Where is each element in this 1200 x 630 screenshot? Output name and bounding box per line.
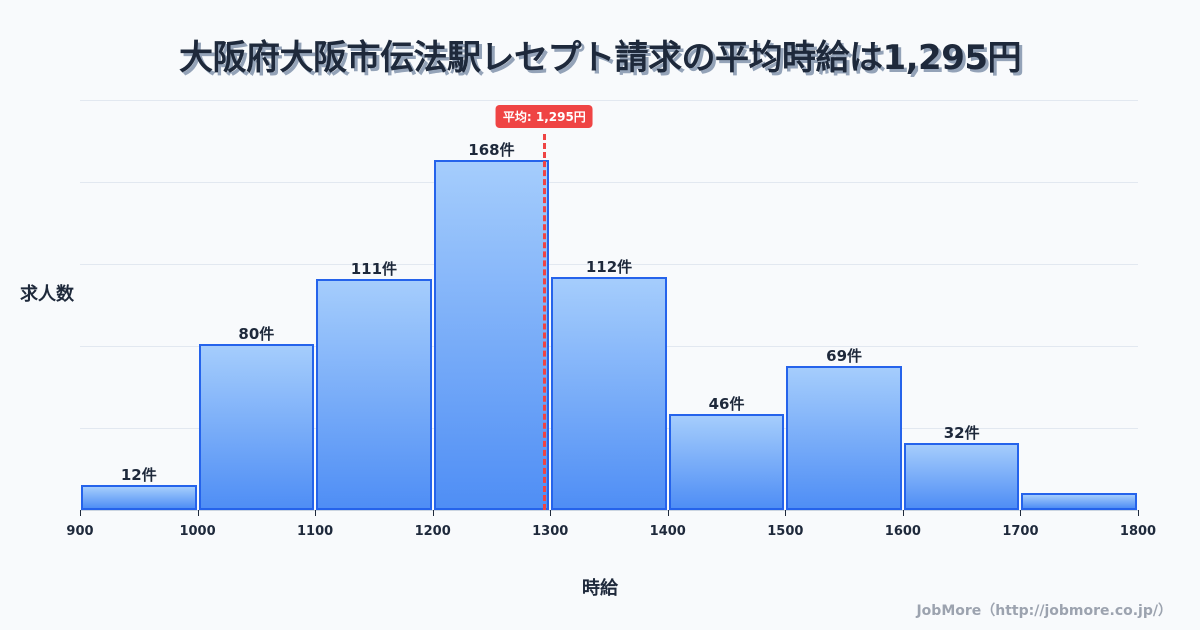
x-tick bbox=[432, 510, 434, 516]
bar-value-label: 80件 bbox=[238, 324, 275, 343]
bar-value-label: 111件 bbox=[350, 259, 398, 278]
histogram-bar bbox=[1021, 493, 1137, 510]
average-badge: 平均: 1,295円 bbox=[495, 105, 593, 128]
plot-area: 12件 80件 111件 168件 112件 46件 69件 32件 900 1000 1100 12… bbox=[66, 100, 1156, 539]
histogram-bar bbox=[903, 443, 1020, 510]
bar-value-label: 12件 bbox=[120, 466, 157, 485]
x-tick-label: 1100 bbox=[297, 524, 334, 539]
x-tick bbox=[315, 510, 317, 516]
average-line bbox=[542, 134, 546, 510]
x-tick-label: 1600 bbox=[884, 524, 921, 539]
histogram-bar bbox=[81, 485, 197, 510]
x-tick-label: 1400 bbox=[649, 524, 686, 539]
histogram-bar bbox=[433, 160, 550, 510]
bar-value-label: 32件 bbox=[943, 424, 980, 443]
gridline bbox=[80, 182, 1138, 183]
bar-value-label: 46件 bbox=[708, 395, 745, 414]
x-tick bbox=[785, 510, 787, 516]
y-axis-label: 求人数 bbox=[20, 284, 74, 305]
x-tick-label: 1700 bbox=[1002, 524, 1039, 539]
chart-title: 大阪府大阪市伝法駅レセプト請求の平均時給は1,295円 bbox=[178, 38, 1022, 78]
gridline bbox=[80, 264, 1138, 265]
x-tick-label: 1200 bbox=[414, 524, 451, 539]
x-tick-label: 1800 bbox=[1119, 524, 1157, 539]
histogram-bar bbox=[551, 276, 667, 510]
x-tick-label: 900 bbox=[66, 524, 94, 539]
x-axis-line bbox=[80, 510, 1138, 511]
x-tick bbox=[1138, 510, 1139, 516]
histogram-bar bbox=[316, 279, 432, 510]
x-tick bbox=[902, 510, 904, 516]
bar-value-label: 168件 bbox=[468, 141, 515, 160]
histogram-bar bbox=[668, 414, 785, 510]
x-tick-label: 1000 bbox=[179, 524, 216, 539]
x-tick-label: 1500 bbox=[767, 524, 804, 539]
x-tick bbox=[550, 510, 552, 516]
x-tick bbox=[667, 510, 669, 516]
x-tick-label: 1300 bbox=[532, 524, 569, 539]
x-axis-label: 時給 bbox=[582, 578, 618, 599]
x-tick bbox=[1020, 510, 1022, 516]
source-credit: JobMore（http://jobmore.co.jp/） bbox=[916, 603, 1172, 619]
bar-value-label: 112件 bbox=[585, 257, 633, 276]
histogram-bar bbox=[198, 343, 315, 510]
x-tick bbox=[80, 510, 81, 516]
x-tick bbox=[197, 510, 199, 516]
bar-value-label: 69件 bbox=[826, 347, 863, 366]
gridline bbox=[80, 100, 1138, 101]
histogram-bar bbox=[786, 366, 902, 510]
